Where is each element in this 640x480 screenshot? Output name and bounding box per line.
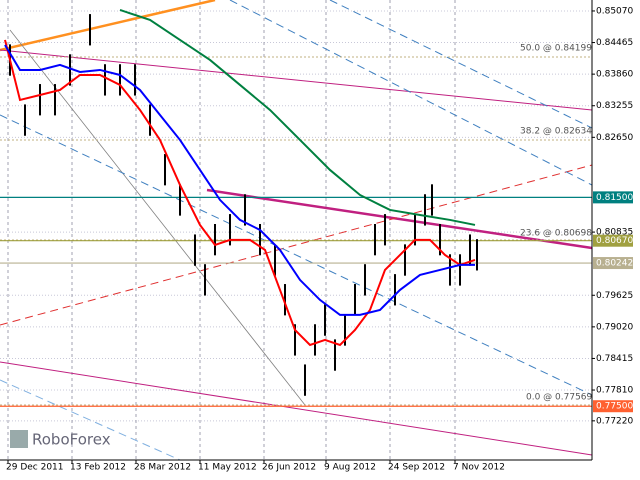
fib-label: 50.0 @ 0.84199 — [520, 44, 592, 54]
trend-line — [206, 188, 593, 250]
moving-average — [4, 44, 475, 316]
trend-line — [9, 29, 306, 406]
x-tick-label: 13 Feb 2012 — [70, 463, 126, 473]
fib-label: 38.2 @ 0.82634 — [520, 127, 592, 137]
logo: RoboForex — [10, 430, 111, 449]
y-tick-label: 0.77220 — [596, 416, 633, 426]
y-tick-label: 0.82650 — [596, 133, 633, 143]
marks — [0, 9, 592, 407]
x-tick-label: 9 Aug 2012 — [324, 463, 376, 473]
channel-line — [329, 0, 593, 129]
trend-line — [0, 361, 593, 456]
level-box — [593, 234, 633, 247]
level-label: 0.80670 — [596, 236, 633, 246]
drawings: 50.0 @ 0.84199 38.2 @ 0.82634 23.6 @ 0.8… — [0, 0, 593, 461]
moving-average — [119, 9, 476, 226]
y-tick-label: 0.77810 — [596, 386, 633, 396]
logo-text: RoboForex — [32, 431, 111, 449]
y-tick-label: 0.84465 — [596, 38, 633, 48]
time-axis-panel — [0, 460, 640, 480]
level-box — [593, 400, 633, 413]
x-tick-label: 24 Sep 2012 — [388, 463, 445, 473]
fib-label: 0.0 @ 0.77569 — [526, 393, 593, 403]
channel-line — [0, 114, 593, 396]
channel-line — [229, 0, 593, 186]
level-box — [593, 257, 633, 270]
level-label: 0.81500 — [596, 193, 633, 203]
level-label: 0.80242 — [596, 259, 633, 269]
trend-line — [0, 164, 593, 326]
y-tick-label: 0.83255 — [596, 101, 633, 111]
channel-line — [0, 379, 181, 461]
fib-label: 23.6 @ 0.80698 — [520, 229, 592, 239]
x-tick-label: 28 Mar 2012 — [134, 463, 191, 473]
trend-line — [0, 0, 216, 52]
y-tick-label: 0.78415 — [596, 354, 633, 364]
x-tick-label: 29 Dec 2011 — [6, 463, 64, 473]
grid — [0, 0, 592, 460]
y-tick-label: 0.85070 — [596, 6, 633, 16]
y-tick-label: 0.79020 — [596, 322, 633, 332]
logo-icon — [10, 430, 28, 448]
x-tick-label: 26 Jun 2012 — [262, 463, 316, 473]
moving-average — [4, 39, 476, 347]
trend-line — [0, 49, 593, 111]
y-tick-label: 0.79625 — [596, 291, 633, 301]
x-tick-label: 11 May 2012 — [198, 463, 257, 473]
x-tick-label: 7 Nov 2012 — [453, 463, 505, 473]
y-tick-label: 0.83860 — [596, 70, 633, 80]
y-tick-label: 0.80835 — [596, 228, 633, 238]
level-box — [593, 191, 633, 204]
axis-labels: 0.85070 0.84465 0.83860 0.83255 0.82650 0.808… — [6, 6, 633, 472]
level-label: 0.77500 — [596, 402, 633, 412]
